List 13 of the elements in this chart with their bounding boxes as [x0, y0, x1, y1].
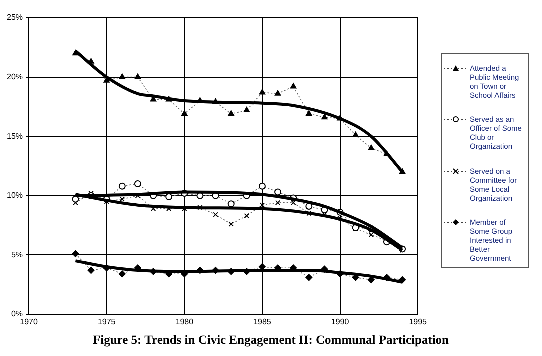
x-tick-label: 1975	[98, 317, 116, 326]
text: Figure 5: Trends in Civic Engagement II: Communal Participation	[92, 333, 450, 348]
x-tick-label: 1995	[409, 317, 428, 326]
y-tick-label: 5%	[11, 250, 24, 260]
x-tick-label: 1980	[176, 317, 194, 326]
y-tick-label: 15%	[6, 132, 24, 141]
y-tick-label: 20%	[6, 72, 24, 82]
x-tick-label: 1985	[254, 317, 272, 326]
x-tick-label: 1990	[331, 317, 350, 326]
x-tick-label: 1970	[20, 317, 38, 326]
y-tick-label: 10%	[6, 191, 24, 200]
y-tick-label: 25%	[6, 13, 24, 22]
y-tick-label: 0%	[11, 310, 24, 319]
